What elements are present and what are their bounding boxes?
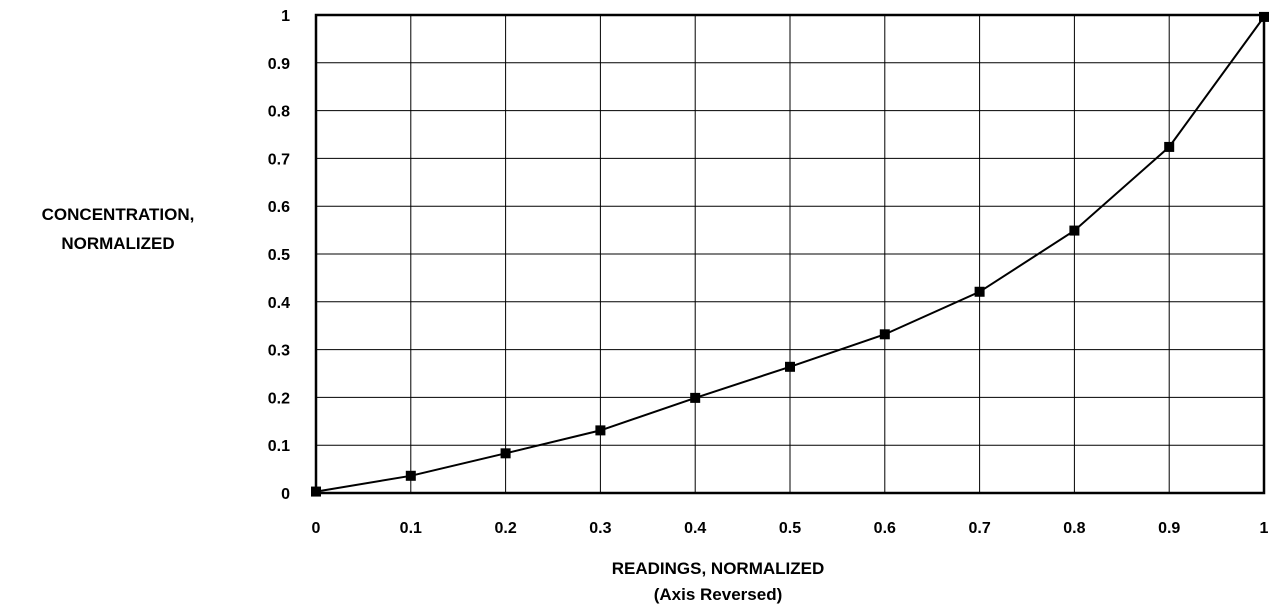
x-tick-label: 0.8: [1063, 520, 1085, 537]
y-tick-label: 0.7: [268, 151, 290, 168]
data-point-marker: [879, 329, 890, 340]
x-tick-label: 0.4: [684, 520, 706, 537]
x-tick-label: 0.3: [589, 520, 611, 537]
data-point-marker: [785, 361, 795, 372]
plot-area-frame: [314, 13, 1266, 495]
y-tick-label: 0.8: [268, 104, 290, 121]
y-tick-label: 0.2: [268, 390, 290, 407]
y-axis-title-line-2: NORMALIZED: [61, 234, 174, 253]
data-point-marker: [500, 448, 511, 459]
x-axis-title-line-2: (Axis Reversed): [654, 585, 783, 604]
data-point-marker: [405, 470, 416, 481]
data-point-marker: [1259, 11, 1269, 22]
x-axis-tick-labels: 0 0.1 0.2 0.3 0.4 0.5 0.6 0.7 0.8 0.9 1: [312, 520, 1269, 537]
x-tick-label: 0.7: [968, 520, 990, 537]
data-point-marker: [1069, 225, 1080, 236]
grid-lines: [316, 15, 1264, 493]
y-axis-title-line-1: CONCENTRATION,: [42, 205, 195, 224]
data-point-marker: [1164, 141, 1175, 152]
y-tick-label: 0: [281, 486, 290, 503]
y-tick-label: 0.5: [268, 247, 290, 264]
x-axis-title-line-1: READINGS, NORMALIZED: [612, 559, 825, 578]
y-tick-label: 0.6: [268, 199, 290, 216]
y-tick-label: 0.4: [268, 295, 290, 312]
data-point-marker: [595, 425, 606, 436]
data-point-marker: [690, 392, 701, 403]
y-tick-label: 0.1: [268, 438, 290, 455]
x-tick-label: 0.5: [779, 520, 801, 537]
x-tick-label: 1: [1260, 520, 1269, 537]
data-point-marker: [311, 486, 321, 497]
data-point-marker: [974, 286, 985, 297]
x-tick-label: 0.9: [1158, 520, 1180, 537]
x-tick-label: 0.6: [874, 520, 896, 537]
x-tick-label: 0.2: [494, 520, 516, 537]
y-tick-label: 1: [281, 8, 290, 25]
x-tick-label: 0: [312, 520, 321, 537]
y-axis-tick-labels: 0 0.1 0.2 0.3 0.4 0.5 0.6 0.7 0.8 0.9 1: [268, 8, 290, 503]
y-tick-label: 0.3: [268, 343, 290, 360]
y-tick-label: 0.9: [268, 56, 290, 73]
data-point-markers: [311, 11, 1269, 497]
x-tick-label: 0.1: [400, 520, 422, 537]
